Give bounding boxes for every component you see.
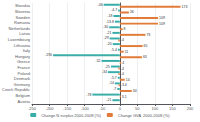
svg-text:-190: -190 — [45, 53, 52, 57]
svg-text:Hungary: Hungary — [15, 54, 30, 59]
svg-text:Slovenia: Slovenia — [15, 9, 31, 14]
svg-text:Denmark: Denmark — [14, 76, 30, 81]
svg-text:Italy: Italy — [23, 48, 30, 53]
svg-text:-21: -21 — [106, 98, 111, 102]
svg-text:63: 63 — [143, 55, 147, 59]
svg-text:Luxembourg: Luxembourg — [8, 37, 30, 42]
svg-text:Netherlands: Netherlands — [8, 26, 30, 31]
svg-text:-4: -4 — [121, 67, 124, 71]
svg-text:Austria: Austria — [18, 99, 31, 104]
svg-text:Belgium: Belgium — [16, 93, 31, 98]
svg-text:200: 200 — [187, 106, 194, 111]
svg-text:-52: -52 — [95, 59, 100, 63]
svg-text:Sweden: Sweden — [16, 15, 30, 20]
svg-text:France: France — [18, 65, 31, 70]
svg-text:8: 8 — [124, 27, 126, 31]
svg-text:-7: -7 — [113, 87, 116, 91]
svg-text:-30: -30 — [103, 25, 108, 29]
svg-text:-25: -25 — [105, 65, 110, 69]
svg-text:Change GVA 2000-2008 (%): Change GVA 2000-2008 (%) — [118, 113, 170, 118]
svg-text:-21: -21 — [106, 31, 111, 35]
svg-text:65: 65 — [144, 44, 148, 48]
svg-text:Slovakia: Slovakia — [15, 3, 31, 8]
svg-text:-18: -18 — [107, 14, 112, 18]
svg-text:-150: -150 — [63, 106, 72, 111]
svg-text:14: 14 — [126, 78, 130, 82]
svg-text:Greece: Greece — [17, 59, 31, 64]
svg-text:150: 150 — [169, 106, 176, 111]
svg-text:11: 11 — [125, 50, 129, 54]
svg-text:-13.8: -13.8 — [106, 20, 114, 24]
svg-text:Czech Republic: Czech Republic — [2, 87, 30, 92]
svg-text:Lithuania: Lithuania — [14, 43, 31, 48]
svg-text:Germany: Germany — [14, 82, 30, 87]
svg-text:-5.4: -5.4 — [111, 48, 117, 52]
svg-text:73: 73 — [146, 33, 150, 37]
svg-text:-5.7: -5.7 — [111, 76, 117, 80]
svg-text:50: 50 — [135, 106, 140, 111]
svg-text:Change N surplus 2000-2008 (%): Change N surplus 2000-2008 (%) — [41, 113, 101, 118]
svg-text:109: 109 — [159, 16, 165, 20]
svg-text:-100: -100 — [81, 106, 90, 111]
svg-text:4: 4 — [122, 61, 124, 65]
svg-text:-50: -50 — [99, 106, 106, 111]
svg-text:-3.4: -3.4 — [121, 83, 127, 87]
svg-text:-4: -4 — [121, 38, 124, 42]
svg-text:Latvia: Latvia — [19, 31, 30, 36]
svg-text:3.1: 3.1 — [122, 95, 127, 99]
svg-text:-4: -4 — [121, 72, 124, 76]
svg-text:-29: -29 — [104, 36, 109, 40]
svg-text:Romania: Romania — [14, 20, 31, 25]
svg-text:0: 0 — [119, 106, 122, 111]
svg-text:-200: -200 — [46, 106, 55, 111]
svg-text:-14: -14 — [109, 81, 114, 85]
svg-text:34: 34 — [133, 89, 137, 93]
svg-text:173: 173 — [182, 5, 188, 9]
svg-text:-78: -78 — [86, 93, 91, 97]
svg-text:-250: -250 — [28, 106, 37, 111]
svg-text:-4.7: -4.7 — [111, 8, 117, 12]
svg-text:26: 26 — [130, 10, 134, 14]
svg-text:109: 109 — [159, 22, 165, 26]
svg-text:-34: -34 — [102, 70, 107, 74]
svg-text:Poland: Poland — [18, 71, 30, 76]
svg-text:-20: -20 — [107, 42, 112, 46]
svg-text:100: 100 — [152, 106, 159, 111]
svg-text:-46: -46 — [98, 3, 103, 7]
